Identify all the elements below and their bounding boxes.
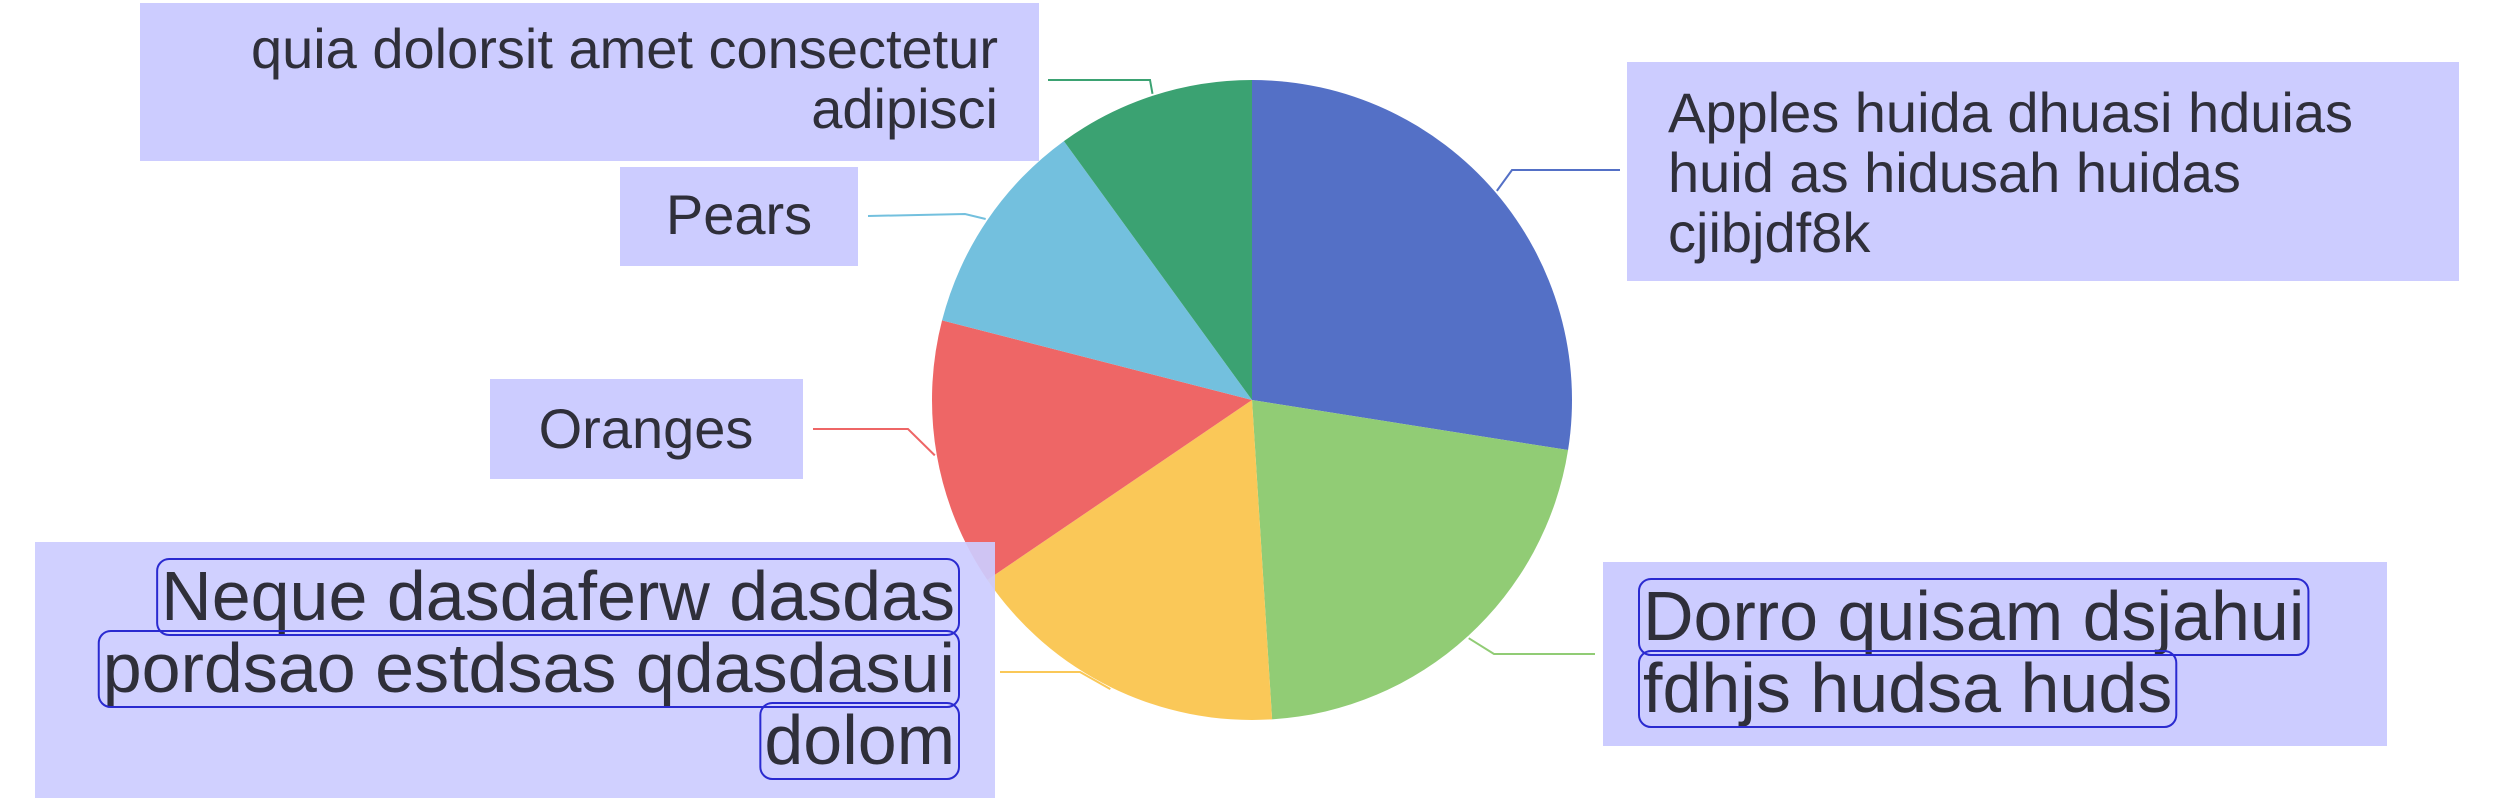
pie-slice-neque [987,400,1273,720]
leader-line-dorro [1468,637,1595,655]
label-line: Neque dasdaferw dasdas [161,557,955,635]
leader-line-neque [1000,671,1111,691]
leader-line-pears [867,212,986,220]
pie-slice-oranges [932,320,1252,580]
label-line: Oranges [539,397,754,460]
label-line-outline [759,702,960,780]
label-line: Apples huida dhuasi hduias [1668,81,2353,144]
label-line: adipisci [811,77,998,140]
leader-lines [813,79,1620,691]
label-line: dolom [764,701,955,779]
label-box [1627,62,2459,281]
slice-label-oranges: Oranges [490,379,803,479]
label-box [490,379,803,479]
label-line: huid as hidusah huidas [1668,141,2241,204]
label-box [140,3,1039,161]
label-line: fdhjs hudsa huds [1643,649,2172,727]
pie-slice-dorro [1252,400,1569,720]
label-box [620,167,858,266]
pie-slice-apples [1252,80,1572,451]
pie-slices [932,80,1572,720]
pie-slice-quia [1063,80,1252,400]
label-line: Dorro quisam dsjahui [1643,577,2304,655]
leader-line-apples [1496,169,1620,192]
label-line: quia dolorsit amet consectetur [251,17,998,80]
label-box [35,542,995,798]
label-line-outline [1638,650,2178,728]
label-line-outline [1638,578,2310,656]
label-line-outline [97,630,960,708]
label-line: pordsao estdsas qdasdasui [103,629,955,707]
pie-slice-pears [942,141,1252,400]
label-line-outline [156,558,960,636]
leader-line-quia [1048,79,1154,94]
label-line: Pears [666,183,812,246]
leader-line-oranges [813,428,936,457]
label-line: cjibjdf8k [1668,201,1871,264]
slice-label-pears: Pears [620,167,858,266]
